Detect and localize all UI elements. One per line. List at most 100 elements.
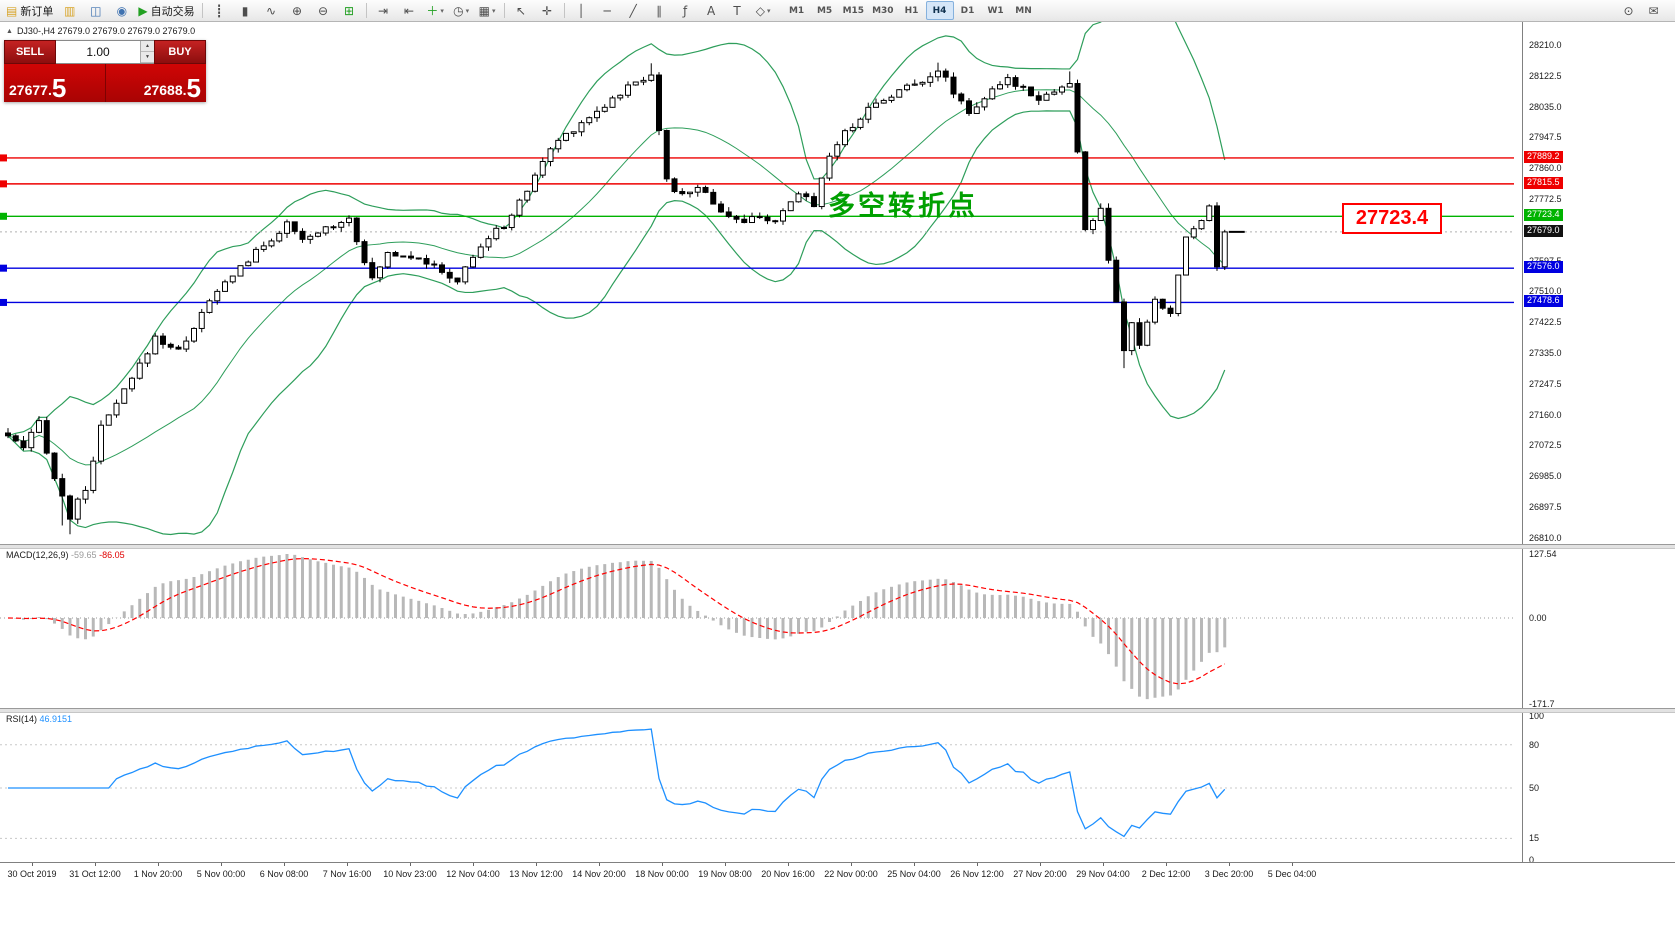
timeframe-h1-button[interactable]: H1 bbox=[904, 5, 919, 16]
text-label-button[interactable]: T bbox=[725, 0, 750, 21]
price-level-chip[interactable]: 27576.0 bbox=[1524, 261, 1563, 274]
market-watch-button[interactable]: ◉ bbox=[109, 0, 134, 21]
bar-chart-button[interactable]: ┋ bbox=[207, 0, 232, 21]
zoom-in-icon: ⊕ bbox=[292, 3, 303, 18]
charts-list-icon: ◫ bbox=[90, 3, 102, 18]
panel-separator[interactable] bbox=[0, 708, 1675, 713]
price-axis-label: 27072.5 bbox=[1529, 440, 1562, 451]
shapes-icon: ◇ bbox=[755, 3, 765, 18]
crosshair-icon: ✛ bbox=[542, 3, 553, 18]
chart-title-text: DJ30-,H4 27679.0 27679.0 27679.0 27679.0 bbox=[16, 26, 196, 36]
vertical-line-button[interactable]: │ bbox=[569, 0, 594, 21]
buy-button[interactable]: BUY bbox=[154, 40, 206, 64]
panel-separator[interactable] bbox=[0, 544, 1675, 549]
time-axis-label: 1 Nov 20:00 bbox=[133, 869, 183, 879]
volume-down-button[interactable]: ▼ bbox=[141, 52, 154, 63]
dropdown-arrow-icon[interactable]: ▾ bbox=[465, 6, 470, 15]
trendline-icon: ╱ bbox=[629, 3, 637, 18]
price-axis[interactable]: 28210.0 28122.5 28035.0 27947.5 27860.0 27772… bbox=[1522, 22, 1675, 865]
rsi-axis-label: 15 bbox=[1529, 833, 1540, 844]
time-axis-tick bbox=[1040, 863, 1041, 866]
sell-button[interactable]: SELL bbox=[4, 40, 56, 64]
price-axis-label: 27860.0 bbox=[1529, 163, 1562, 174]
time-axis-label: 13 Nov 12:00 bbox=[509, 869, 563, 879]
time-axis-label: 30 Oct 2019 bbox=[7, 869, 57, 879]
chart-shift-button[interactable]: ⇤ bbox=[397, 0, 422, 21]
macd-signal-value: -86.05 bbox=[99, 550, 125, 560]
chat-icon: ✉ bbox=[1648, 3, 1659, 18]
time-axis-tick bbox=[914, 863, 915, 866]
rsi-chart[interactable] bbox=[0, 711, 1522, 862]
templates-button[interactable]: ▦ ▾ bbox=[475, 0, 500, 21]
time-axis-tick bbox=[977, 863, 978, 866]
autotrading-button[interactable]: ▶ 自动交易 bbox=[135, 0, 197, 21]
macd-axis-label: -171.7 bbox=[1529, 699, 1555, 710]
time-axis-label: 12 Nov 04:00 bbox=[446, 869, 500, 879]
channel-button[interactable]: ∥ bbox=[647, 0, 672, 21]
new-order-button[interactable]: ▤ 新订单 bbox=[3, 0, 56, 21]
profiles-button[interactable]: ▥ bbox=[57, 0, 82, 21]
timeframe-m5-button[interactable]: M5 bbox=[816, 5, 833, 16]
timeframe-w1-button[interactable]: W1 bbox=[987, 5, 1004, 16]
price-level-tag[interactable]: 27723.4 bbox=[1342, 203, 1442, 234]
timeframe-mn-button[interactable]: MN bbox=[1015, 5, 1032, 16]
time-axis-label: 29 Nov 04:00 bbox=[1076, 869, 1130, 879]
time-axis-tick bbox=[536, 863, 537, 866]
autotrading-button-label: 自动交易 bbox=[150, 4, 195, 18]
dropdown-arrow-icon[interactable]: ▾ bbox=[440, 6, 444, 15]
chart-annotation-text[interactable]: 多空转折点 bbox=[828, 191, 978, 221]
time-axis-label: 18 Nov 00:00 bbox=[635, 869, 689, 879]
horizontal-line-button[interactable]: ─ bbox=[595, 0, 620, 21]
timeframe-m30-button[interactable]: M30 bbox=[872, 5, 894, 16]
chat-button[interactable]: ✉ bbox=[1641, 0, 1666, 21]
one-click-trading-panel: SELL ▲ ▼ BUY 27677.5 27688.5 bbox=[4, 40, 206, 102]
cursor-button[interactable]: ↖ bbox=[509, 0, 534, 21]
timeframe-m1-button[interactable]: M1 bbox=[788, 5, 805, 16]
timeframe-h4-button[interactable]: H4 bbox=[925, 1, 954, 20]
volume-input[interactable] bbox=[56, 41, 140, 63]
buy-price-int: 27688 bbox=[143, 81, 183, 98]
price-level-chip[interactable]: 27723.4 bbox=[1524, 209, 1563, 222]
volume-up-button[interactable]: ▲ bbox=[141, 41, 154, 52]
time-axis-tick bbox=[1166, 863, 1167, 866]
trendline-button[interactable]: ╱ bbox=[621, 0, 646, 21]
macd-main-value: -59.65 bbox=[71, 550, 97, 560]
price-level-chip[interactable]: 27889.2 bbox=[1524, 150, 1563, 163]
indicators-button[interactable]: ＋ ▾ bbox=[423, 0, 448, 21]
price-level-chip[interactable]: 27815.5 bbox=[1524, 176, 1563, 189]
time-axis-label: 22 Nov 00:00 bbox=[824, 869, 878, 879]
time-axis[interactable]: 30 Oct 2019 31 Oct 12:00 1 Nov 20:00 5 Nov … bbox=[0, 862, 1675, 888]
periods-button[interactable]: ◷ ▾ bbox=[449, 0, 474, 21]
dropdown-arrow-icon[interactable]: ▾ bbox=[766, 6, 771, 15]
price-axis-label: 27160.0 bbox=[1529, 409, 1562, 420]
sell-price[interactable]: 27677. 5 bbox=[4, 64, 105, 102]
timeframe-d1-button[interactable]: D1 bbox=[960, 5, 975, 16]
time-axis-label: 6 Nov 08:00 bbox=[259, 869, 309, 879]
zoom-in-button[interactable]: ⊕ bbox=[285, 0, 310, 21]
dropdown-arrow-icon[interactable]: ▾ bbox=[491, 6, 496, 15]
price-level-chip[interactable]: 27478.6 bbox=[1524, 295, 1563, 308]
shapes-button[interactable]: ◇ ▾ bbox=[751, 0, 776, 21]
rsi-axis-label: 80 bbox=[1529, 739, 1540, 750]
tile-windows-button[interactable]: ⊞ bbox=[337, 0, 362, 21]
price-level-chip[interactable]: 27679.0 bbox=[1524, 224, 1563, 237]
text-button[interactable]: A bbox=[699, 0, 724, 21]
time-axis-label: 7 Nov 16:00 bbox=[322, 869, 372, 879]
zoom-out-button[interactable]: ⊖ bbox=[311, 0, 336, 21]
auto-scroll-button[interactable]: ⇥ bbox=[371, 0, 396, 21]
price-axis-label: 26985.0 bbox=[1529, 471, 1562, 482]
candlestick-chart[interactable] bbox=[0, 22, 1522, 544]
charts-list-button[interactable]: ◫ bbox=[83, 0, 108, 21]
search-button[interactable]: ⊙ bbox=[1616, 0, 1641, 21]
line-chart-button[interactable]: ∿ bbox=[259, 0, 284, 21]
time-axis-label: 5 Dec 04:00 bbox=[1267, 869, 1317, 879]
fibonacci-button[interactable]: ƒ bbox=[673, 0, 698, 21]
macd-chart[interactable] bbox=[0, 547, 1522, 708]
window-collapse-icon[interactable]: ▲ bbox=[6, 27, 13, 35]
time-axis-tick bbox=[1292, 863, 1293, 866]
timeframe-m15-button[interactable]: M15 bbox=[842, 5, 865, 16]
crosshair-button[interactable]: ✛ bbox=[535, 0, 560, 21]
buy-price-sep: . bbox=[182, 81, 187, 98]
buy-price[interactable]: 27688. 5 bbox=[106, 64, 207, 102]
candlestick-chart-button[interactable]: ▮ bbox=[233, 0, 258, 21]
